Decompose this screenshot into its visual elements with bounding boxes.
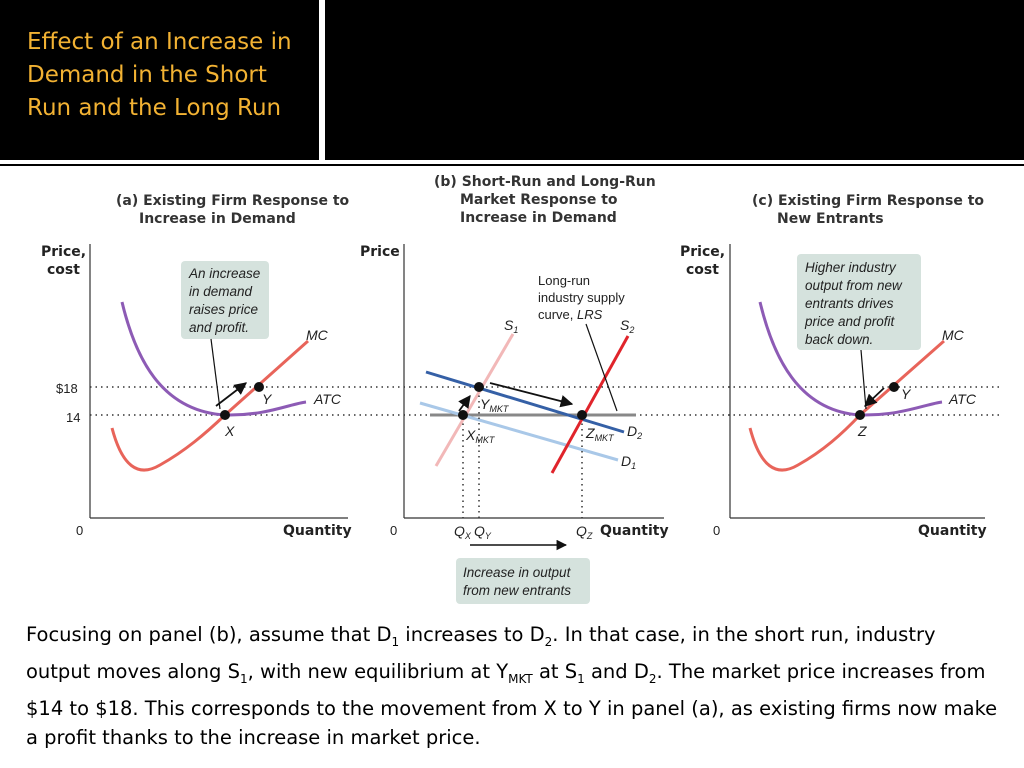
panel-a-atc-curve	[120, 301, 307, 417]
panel-b-s1-label: S1	[504, 317, 518, 335]
panel-b-qy-label: QY	[474, 523, 492, 541]
panel-b-d1-label: D1	[621, 453, 636, 471]
panel-a-x-axis-label: Quantity	[283, 523, 352, 539]
panel-a: (a) Existing Firm Response to Increase i…	[41, 193, 1000, 539]
panel-b-point-z-mkt	[577, 410, 587, 420]
slide-caption: Focusing on panel (b), assume that D1 in…	[26, 623, 998, 749]
panel-a-note-pointer	[210, 338, 221, 410]
panel-c-title-line2: New Entrants	[777, 211, 884, 227]
panel-b-lrs-note-line3: curve, LRS	[538, 307, 603, 322]
panel-a-price-18: $18	[56, 381, 78, 396]
panel-b-note-line2: from new entrants	[463, 583, 571, 598]
panel-b-qz-label: QZ	[576, 523, 593, 541]
panel-c-note-line3: entrants drives	[805, 296, 894, 311]
panel-a-note-line2: in demand	[189, 284, 253, 299]
panel-c-note-line4: price and profit	[804, 314, 896, 329]
panel-a-y-axis-label-2: cost	[47, 262, 80, 278]
panel-c-mc-label: MC	[942, 327, 965, 343]
panel-c-point-z-label: Z	[857, 423, 867, 439]
panel-c-point-z	[855, 410, 865, 420]
panel-b-note-box	[456, 558, 590, 604]
panel-b-qx-label: QX	[454, 523, 472, 541]
economics-diagram: (a) Existing Firm Response to Increase i…	[41, 174, 1000, 604]
panel-b-lrs-note-line2: industry supply	[538, 290, 625, 305]
panel-a-point-x-label: X	[224, 423, 235, 439]
panel-a-note-box	[181, 261, 269, 339]
panel-b-title-line3: Increase in Demand	[460, 210, 617, 226]
panel-b-note-line1: Increase in output	[463, 565, 572, 580]
panel-c: (c) Existing Firm Response to New Entran…	[680, 193, 987, 539]
panel-b-lrs-pointer	[585, 323, 618, 412]
panel-b-title-line1: (b) Short-Run and Long-Run	[434, 174, 656, 190]
panel-c-movement-arrow	[864, 387, 885, 407]
panel-b-d2-label: D2	[627, 423, 642, 441]
panel-b-point-x-mkt	[458, 410, 468, 420]
panel-b-title-line2: Market Response to	[460, 192, 618, 208]
panel-c-y-axis-label: Price,	[680, 244, 725, 260]
panel-c-y-axis-label-2: cost	[686, 262, 719, 278]
panel-b-s2-label: S2	[620, 317, 634, 335]
panel-a-title-line1: (a) Existing Firm Response to	[116, 193, 350, 209]
panel-a-mc-curve	[110, 339, 309, 472]
panel-b-point-y-mkt	[474, 382, 484, 392]
panel-c-atc-label: ATC	[948, 391, 977, 407]
panel-a-note-line3: raises price	[189, 302, 258, 317]
panel-b-y-mkt-label: YMKT	[480, 396, 510, 414]
panel-b-sr-arrow	[458, 394, 471, 412]
panel-b-lr-arrow	[489, 382, 574, 408]
panel-b-origin: 0	[390, 523, 397, 538]
panel-b-s2-curve	[550, 335, 630, 474]
panel-a-price-14: 14	[66, 410, 80, 425]
panel-b-lrs-note-line1: Long-run	[538, 273, 590, 288]
panel-c-point-y-label: Y	[901, 386, 912, 402]
panel-a-note-line1: An increase	[188, 266, 260, 281]
panel-c-origin: 0	[713, 523, 720, 538]
panel-b-z-mkt-label: ZMKT	[585, 425, 615, 443]
panel-a-y-axis-label: Price,	[41, 244, 86, 260]
panel-a-mc-label: MC	[306, 327, 329, 343]
slide-content: (a) Existing Firm Response to Increase i…	[0, 166, 1024, 768]
panel-c-point-y	[889, 382, 899, 392]
panel-c-note-pointer	[860, 349, 867, 410]
header-right-panel	[326, 0, 1024, 160]
panel-a-title-line2: Increase in Demand	[139, 211, 296, 227]
panel-c-note-line1: Higher industry	[805, 260, 897, 275]
panel-c-note-line2: output from new	[805, 278, 903, 293]
panel-b-y-axis-label: Price	[360, 244, 400, 260]
slide-title: Effect of an Increase in Demand in the S…	[27, 29, 292, 121]
panel-c-note-line5: back down.	[805, 332, 873, 347]
panel-a-point-x	[220, 410, 230, 420]
panel-a-point-y	[254, 382, 264, 392]
panel-a-origin: 0	[76, 523, 83, 538]
panel-c-note-box	[797, 254, 921, 350]
panel-b-s1-curve	[434, 333, 515, 467]
panel-b-d1-curve	[419, 401, 619, 462]
title-panel	[0, 0, 318, 160]
panel-b-d2-curve	[425, 370, 625, 434]
panel-c-mc-curve	[748, 339, 945, 472]
panel-c-x-axis-label: Quantity	[918, 523, 987, 539]
panel-b-x-mkt-label: XMKT	[465, 427, 496, 445]
panel-a-movement-arrow	[215, 382, 247, 407]
panel-a-atc-label: ATC	[313, 391, 342, 407]
panel-b-x-axis-label: Quantity	[600, 523, 669, 539]
header-divider-horizontal	[0, 160, 1024, 164]
panel-a-point-y-label: Y	[262, 391, 273, 407]
panel-c-title-line1: (c) Existing Firm Response to	[752, 193, 984, 209]
panel-b: (b) Short-Run and Long-Run Market Respon…	[360, 174, 669, 604]
panel-a-note-line4: and profit.	[189, 320, 249, 335]
header-divider-vertical	[319, 0, 325, 164]
panel-c-atc-curve	[758, 301, 943, 417]
